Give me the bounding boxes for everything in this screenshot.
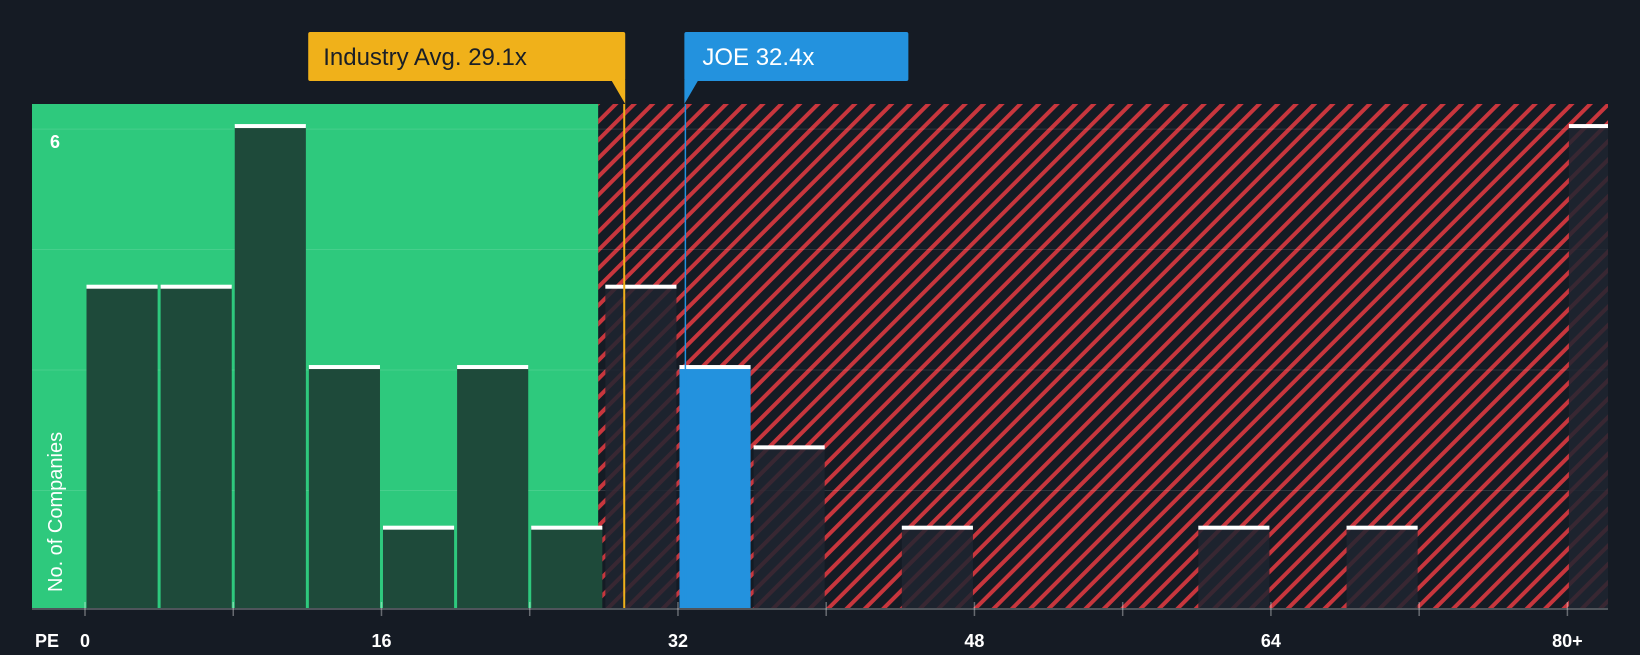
bar-cap xyxy=(308,365,380,370)
histogram-bar xyxy=(1568,126,1608,608)
histogram-bar xyxy=(160,286,232,608)
bar-cap xyxy=(86,284,158,289)
histogram-bar xyxy=(753,447,825,608)
bar-cap xyxy=(234,124,306,129)
company-label: JOE 32.4x xyxy=(702,44,814,71)
x-tick-labels: 0 16 32 48 64 80+ xyxy=(80,631,1583,651)
histogram-bar xyxy=(234,126,306,608)
x-tick-label: 0 xyxy=(80,631,90,650)
x-axis-label: PE xyxy=(35,631,59,650)
bar-cap xyxy=(531,525,603,530)
histogram-bar xyxy=(1198,527,1270,608)
histogram-bar xyxy=(382,527,455,608)
x-tick-label: 32 xyxy=(668,631,688,650)
bar-cap xyxy=(753,445,825,450)
x-tick-label: 64 xyxy=(1261,631,1281,650)
histogram-bar xyxy=(605,286,677,608)
bar-cap xyxy=(1198,525,1270,530)
x-axis-ticks xyxy=(32,602,1608,616)
company-label-box xyxy=(684,32,909,81)
histogram-bar xyxy=(457,367,529,608)
bar-cap xyxy=(901,525,973,530)
x-tick-label: 80+ xyxy=(1552,631,1583,650)
histogram-bar xyxy=(901,527,973,608)
histogram-bar xyxy=(86,286,158,608)
bar-cap xyxy=(679,365,751,370)
industry-average-label-box xyxy=(308,32,626,81)
x-tick-label: 16 xyxy=(371,631,391,650)
bar-cap xyxy=(382,525,455,530)
industry-average-callout: Industry Avg. 29.1x xyxy=(308,32,626,104)
bar-cap xyxy=(160,284,232,289)
histogram-bar xyxy=(531,527,603,608)
histogram-bar xyxy=(1346,527,1418,608)
x-tick-label: 48 xyxy=(964,631,984,650)
histogram-bars xyxy=(86,124,1608,608)
histogram-bar xyxy=(679,367,751,608)
bar-cap xyxy=(605,284,677,289)
company-callout: JOE 32.4x xyxy=(684,32,909,104)
industry-average-label: Industry Avg. 29.1x xyxy=(323,44,527,71)
bar-cap xyxy=(1568,124,1608,129)
y-axis-label: No. of Companies xyxy=(45,432,67,592)
bar-cap xyxy=(1346,525,1418,530)
y-tick-label: 6 xyxy=(50,132,60,152)
histogram-bar xyxy=(308,367,380,608)
industry-average-pointer xyxy=(611,80,626,104)
bar-cap xyxy=(457,365,529,370)
company-pointer xyxy=(684,80,699,104)
